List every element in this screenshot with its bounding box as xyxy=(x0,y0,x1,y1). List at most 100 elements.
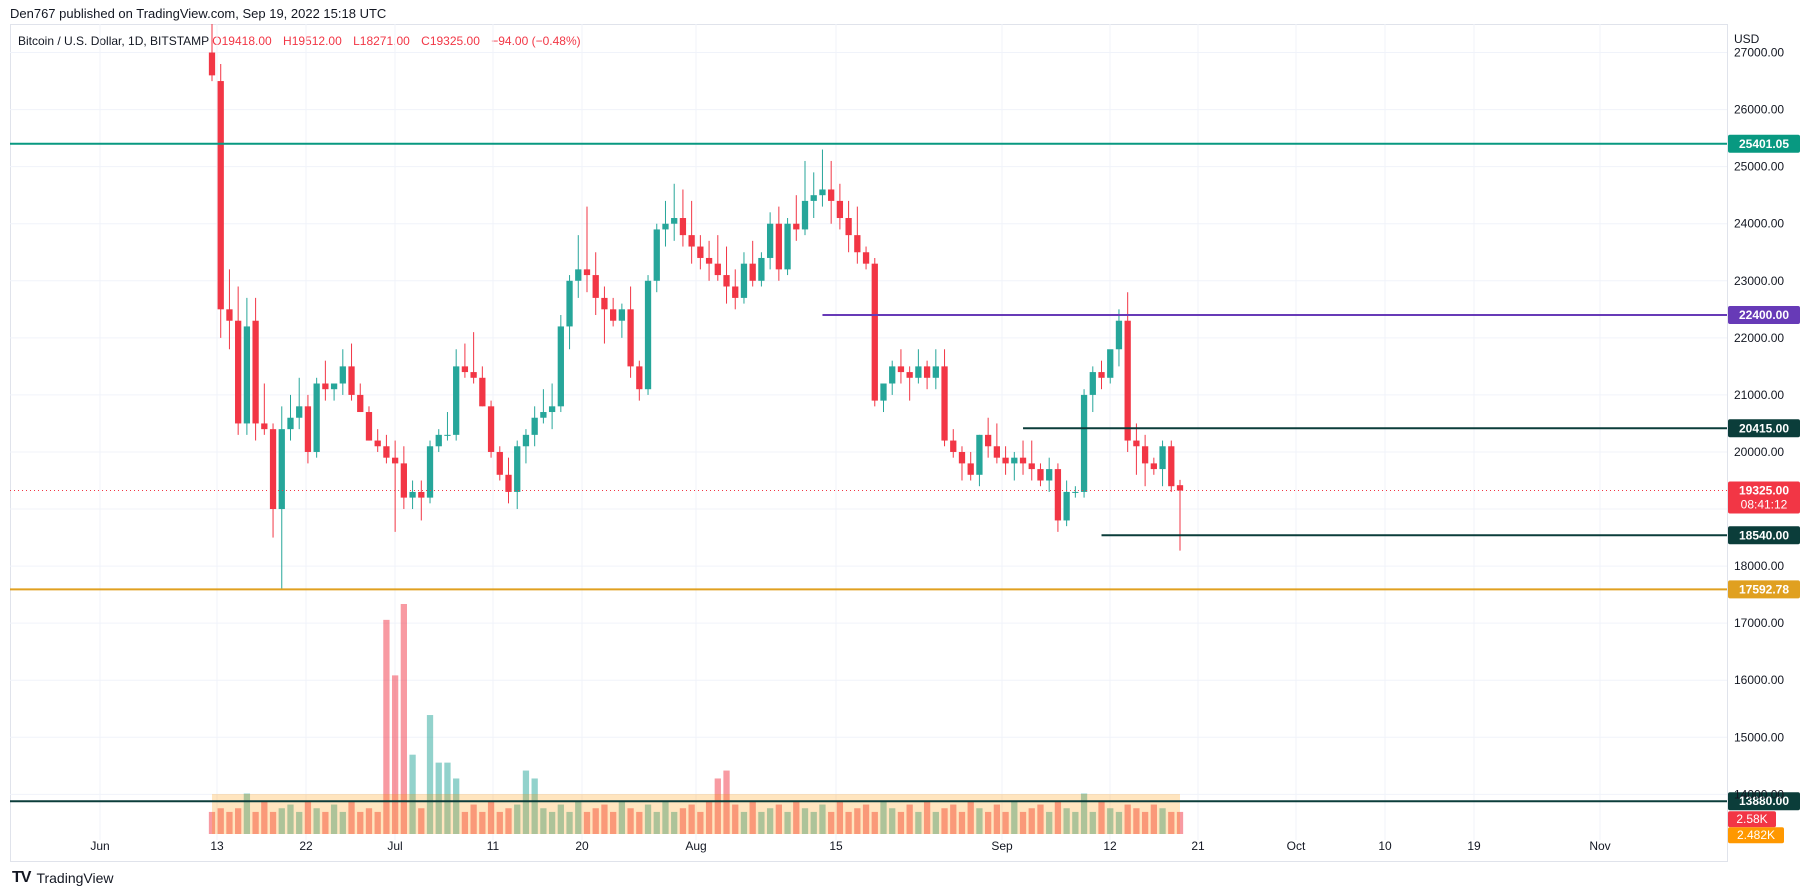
low-value: L18271.00 xyxy=(353,34,410,48)
candle-body xyxy=(435,434,442,447)
volume-bar xyxy=(618,800,626,834)
tradingview-mark-icon: TV xyxy=(12,869,31,886)
y-tick-label: 22000.00 xyxy=(1734,331,1784,345)
candle-body xyxy=(854,235,861,253)
candle-body xyxy=(548,406,556,413)
volume-bar xyxy=(1046,811,1053,834)
volume-bar xyxy=(653,811,660,834)
volume-bar xyxy=(348,800,355,834)
candle-body xyxy=(732,286,739,298)
volume-bar xyxy=(383,619,390,834)
x-tick-label: 22 xyxy=(299,839,313,853)
candle-body xyxy=(566,280,573,327)
volume-bar xyxy=(889,808,896,834)
candle-body xyxy=(330,383,338,390)
volume-bar xyxy=(932,811,939,834)
volume-bar xyxy=(1150,804,1157,834)
volume-bar xyxy=(374,811,381,834)
x-tick-label: 11 xyxy=(487,839,500,853)
volume-bar xyxy=(391,675,399,834)
volume-bar xyxy=(235,808,242,834)
volume-bar xyxy=(845,811,852,834)
candle-body xyxy=(1133,440,1140,447)
candle-body xyxy=(583,269,591,276)
volume-bar xyxy=(967,800,974,834)
tradingview-logo[interactable]: TV TradingView xyxy=(12,869,114,887)
candle-body xyxy=(688,235,695,247)
volume-bar xyxy=(322,811,329,834)
volume-bar xyxy=(985,811,992,834)
candle-body xyxy=(453,366,460,435)
candle-body xyxy=(915,366,922,378)
candle-body xyxy=(479,377,486,407)
volume-bar xyxy=(636,811,643,834)
candle-body xyxy=(784,223,791,270)
volume-bar xyxy=(1159,808,1166,834)
volume-bar xyxy=(862,804,870,834)
volume-bar xyxy=(531,778,538,834)
volume-bar xyxy=(435,762,442,834)
volume-bar xyxy=(540,808,547,834)
candle-body xyxy=(461,366,469,373)
volume-bar xyxy=(278,808,285,834)
y-tick-label: 25000.00 xyxy=(1734,160,1784,174)
candle-body xyxy=(426,446,434,498)
y-tick-label: 18000.00 xyxy=(1734,559,1784,573)
publisher-line: Den767 published on TradingView.com, Sep… xyxy=(10,6,387,21)
volume-bar xyxy=(444,762,451,834)
candle-body xyxy=(766,223,774,258)
volume-bar xyxy=(252,811,259,834)
candle-body xyxy=(1089,372,1096,395)
candle-body xyxy=(1046,469,1053,481)
candle-body xyxy=(470,372,477,378)
level-tag-label: 20415.00 xyxy=(1739,421,1789,435)
candle-body xyxy=(758,257,765,281)
candle-body xyxy=(793,223,800,230)
candle-body xyxy=(391,457,399,464)
volume-bar xyxy=(801,808,809,834)
candle-body xyxy=(217,81,224,310)
volume-bar xyxy=(775,804,782,834)
volume-tag xyxy=(1728,811,1776,828)
x-tick-label: Nov xyxy=(1589,839,1610,853)
volume-bar xyxy=(330,804,338,834)
tradingview-brand: TradingView xyxy=(36,870,114,886)
volume-bar xyxy=(496,811,503,834)
candle-body xyxy=(514,446,521,492)
candle-body xyxy=(749,263,756,281)
x-tick-label: Aug xyxy=(685,839,706,853)
level-tag-label: 18540.00 xyxy=(1739,528,1789,542)
candle-body xyxy=(671,218,678,224)
volume-bar xyxy=(470,804,477,834)
last-price-label: 19325.00 xyxy=(1739,483,1789,497)
candle-body xyxy=(287,417,294,430)
candle-body xyxy=(993,446,1001,458)
candle-body xyxy=(575,269,582,281)
level-tag-label: 17592.78 xyxy=(1739,582,1789,596)
volume-bar xyxy=(915,811,922,834)
close-value: C19325.00 xyxy=(421,34,480,48)
candle-body xyxy=(365,412,373,441)
volume-ma-area xyxy=(212,794,1180,834)
candle-body xyxy=(653,229,660,281)
volume-bar xyxy=(1133,808,1140,834)
y-tick-label: 20000.00 xyxy=(1734,445,1784,459)
candle-body xyxy=(644,280,652,390)
candle-body xyxy=(976,434,983,475)
candle-body xyxy=(296,406,303,418)
candle-body xyxy=(1168,446,1175,487)
volume-bar xyxy=(784,811,791,834)
level-tag xyxy=(1728,526,1800,545)
volume-bar xyxy=(671,811,678,834)
volume-bar xyxy=(828,811,835,834)
volume-bar xyxy=(871,811,878,834)
volume-bar xyxy=(1037,804,1044,834)
volume-bar xyxy=(557,804,564,834)
volume-bar xyxy=(950,804,957,834)
level-tag-label: 25401.05 xyxy=(1739,137,1789,151)
x-tick-label: 15 xyxy=(829,839,843,853)
volume-bar xyxy=(365,808,373,834)
candle-body xyxy=(679,218,687,236)
volume-bar xyxy=(1011,800,1018,834)
